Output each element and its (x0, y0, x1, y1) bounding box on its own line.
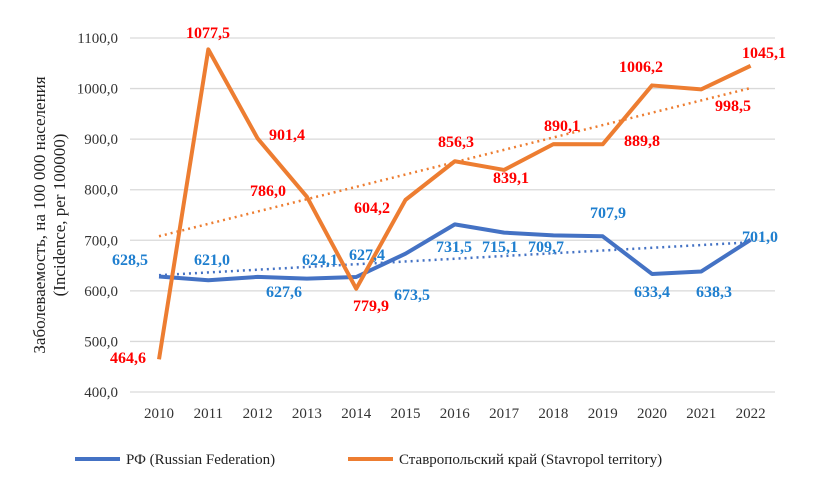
data-label: 627,4 (349, 247, 385, 264)
data-label: 731,5 (436, 239, 472, 256)
y-tick-label: 900,0 (84, 132, 118, 148)
y-axis-title: Заболеваемость, на 100 000 населения(Inc… (30, 76, 69, 353)
data-label: 779,9 (353, 298, 389, 315)
data-label: 624,1 (302, 252, 338, 269)
x-tick-label: 2020 (637, 406, 667, 422)
trendline (158, 241, 751, 277)
x-tick-label: 2018 (538, 406, 568, 422)
x-tick-label: 2012 (243, 406, 273, 422)
y-tick-label: 1000,0 (77, 82, 118, 98)
legend-label: Ставропольский край (Stavropol territory… (399, 452, 662, 468)
data-label: 1077,5 (186, 25, 230, 42)
data-label: 709,7 (528, 239, 564, 256)
x-tick-label: 2015 (391, 406, 421, 422)
x-tick-label: 2013 (292, 406, 322, 422)
data-label: 890,1 (544, 118, 580, 135)
x-tick-label: 2019 (588, 406, 618, 422)
data-label: 627,6 (266, 284, 302, 301)
data-label: 901,4 (269, 127, 305, 144)
data-label: 638,3 (696, 284, 732, 301)
x-tick-label: 2011 (194, 406, 223, 422)
y-tick-label: 600,0 (84, 284, 118, 300)
series-line (157, 47, 752, 360)
legend-label: РФ (Russian Federation) (126, 452, 275, 468)
series-line (158, 222, 752, 283)
y-tick-label: 400,0 (84, 385, 118, 401)
y-tick-label: 500,0 (84, 334, 118, 350)
data-label: 464,6 (110, 350, 146, 367)
x-tick-label: 2022 (736, 406, 766, 422)
x-tick-label: 2014 (341, 406, 372, 422)
x-tick-label: 2017 (489, 406, 520, 422)
y-tick-label: 800,0 (84, 183, 118, 199)
data-label: 701,0 (742, 229, 778, 246)
data-label: 786,0 (250, 183, 286, 200)
data-label: 707,9 (590, 205, 626, 222)
data-label: 856,3 (438, 134, 474, 151)
data-label: 633,4 (634, 284, 670, 301)
data-label: 715,1 (482, 239, 518, 256)
data-label: 1045,1 (742, 45, 786, 62)
data-label: 673,5 (394, 287, 430, 304)
data-label: 1006,2 (619, 59, 663, 76)
x-tick-label: 2021 (686, 406, 716, 422)
y-tick-label: 1100,0 (77, 31, 118, 47)
y-tick-label: 700,0 (84, 233, 118, 249)
data-label: 621,0 (194, 252, 230, 269)
data-label: 839,1 (493, 170, 529, 187)
data-label: 998,5 (715, 98, 751, 115)
x-tick-label: 2016 (440, 406, 471, 422)
data-label: 604,2 (354, 200, 390, 217)
x-tick-label: 2010 (144, 406, 174, 422)
data-label: 628,5 (112, 252, 148, 269)
data-label: 889,8 (624, 133, 660, 150)
